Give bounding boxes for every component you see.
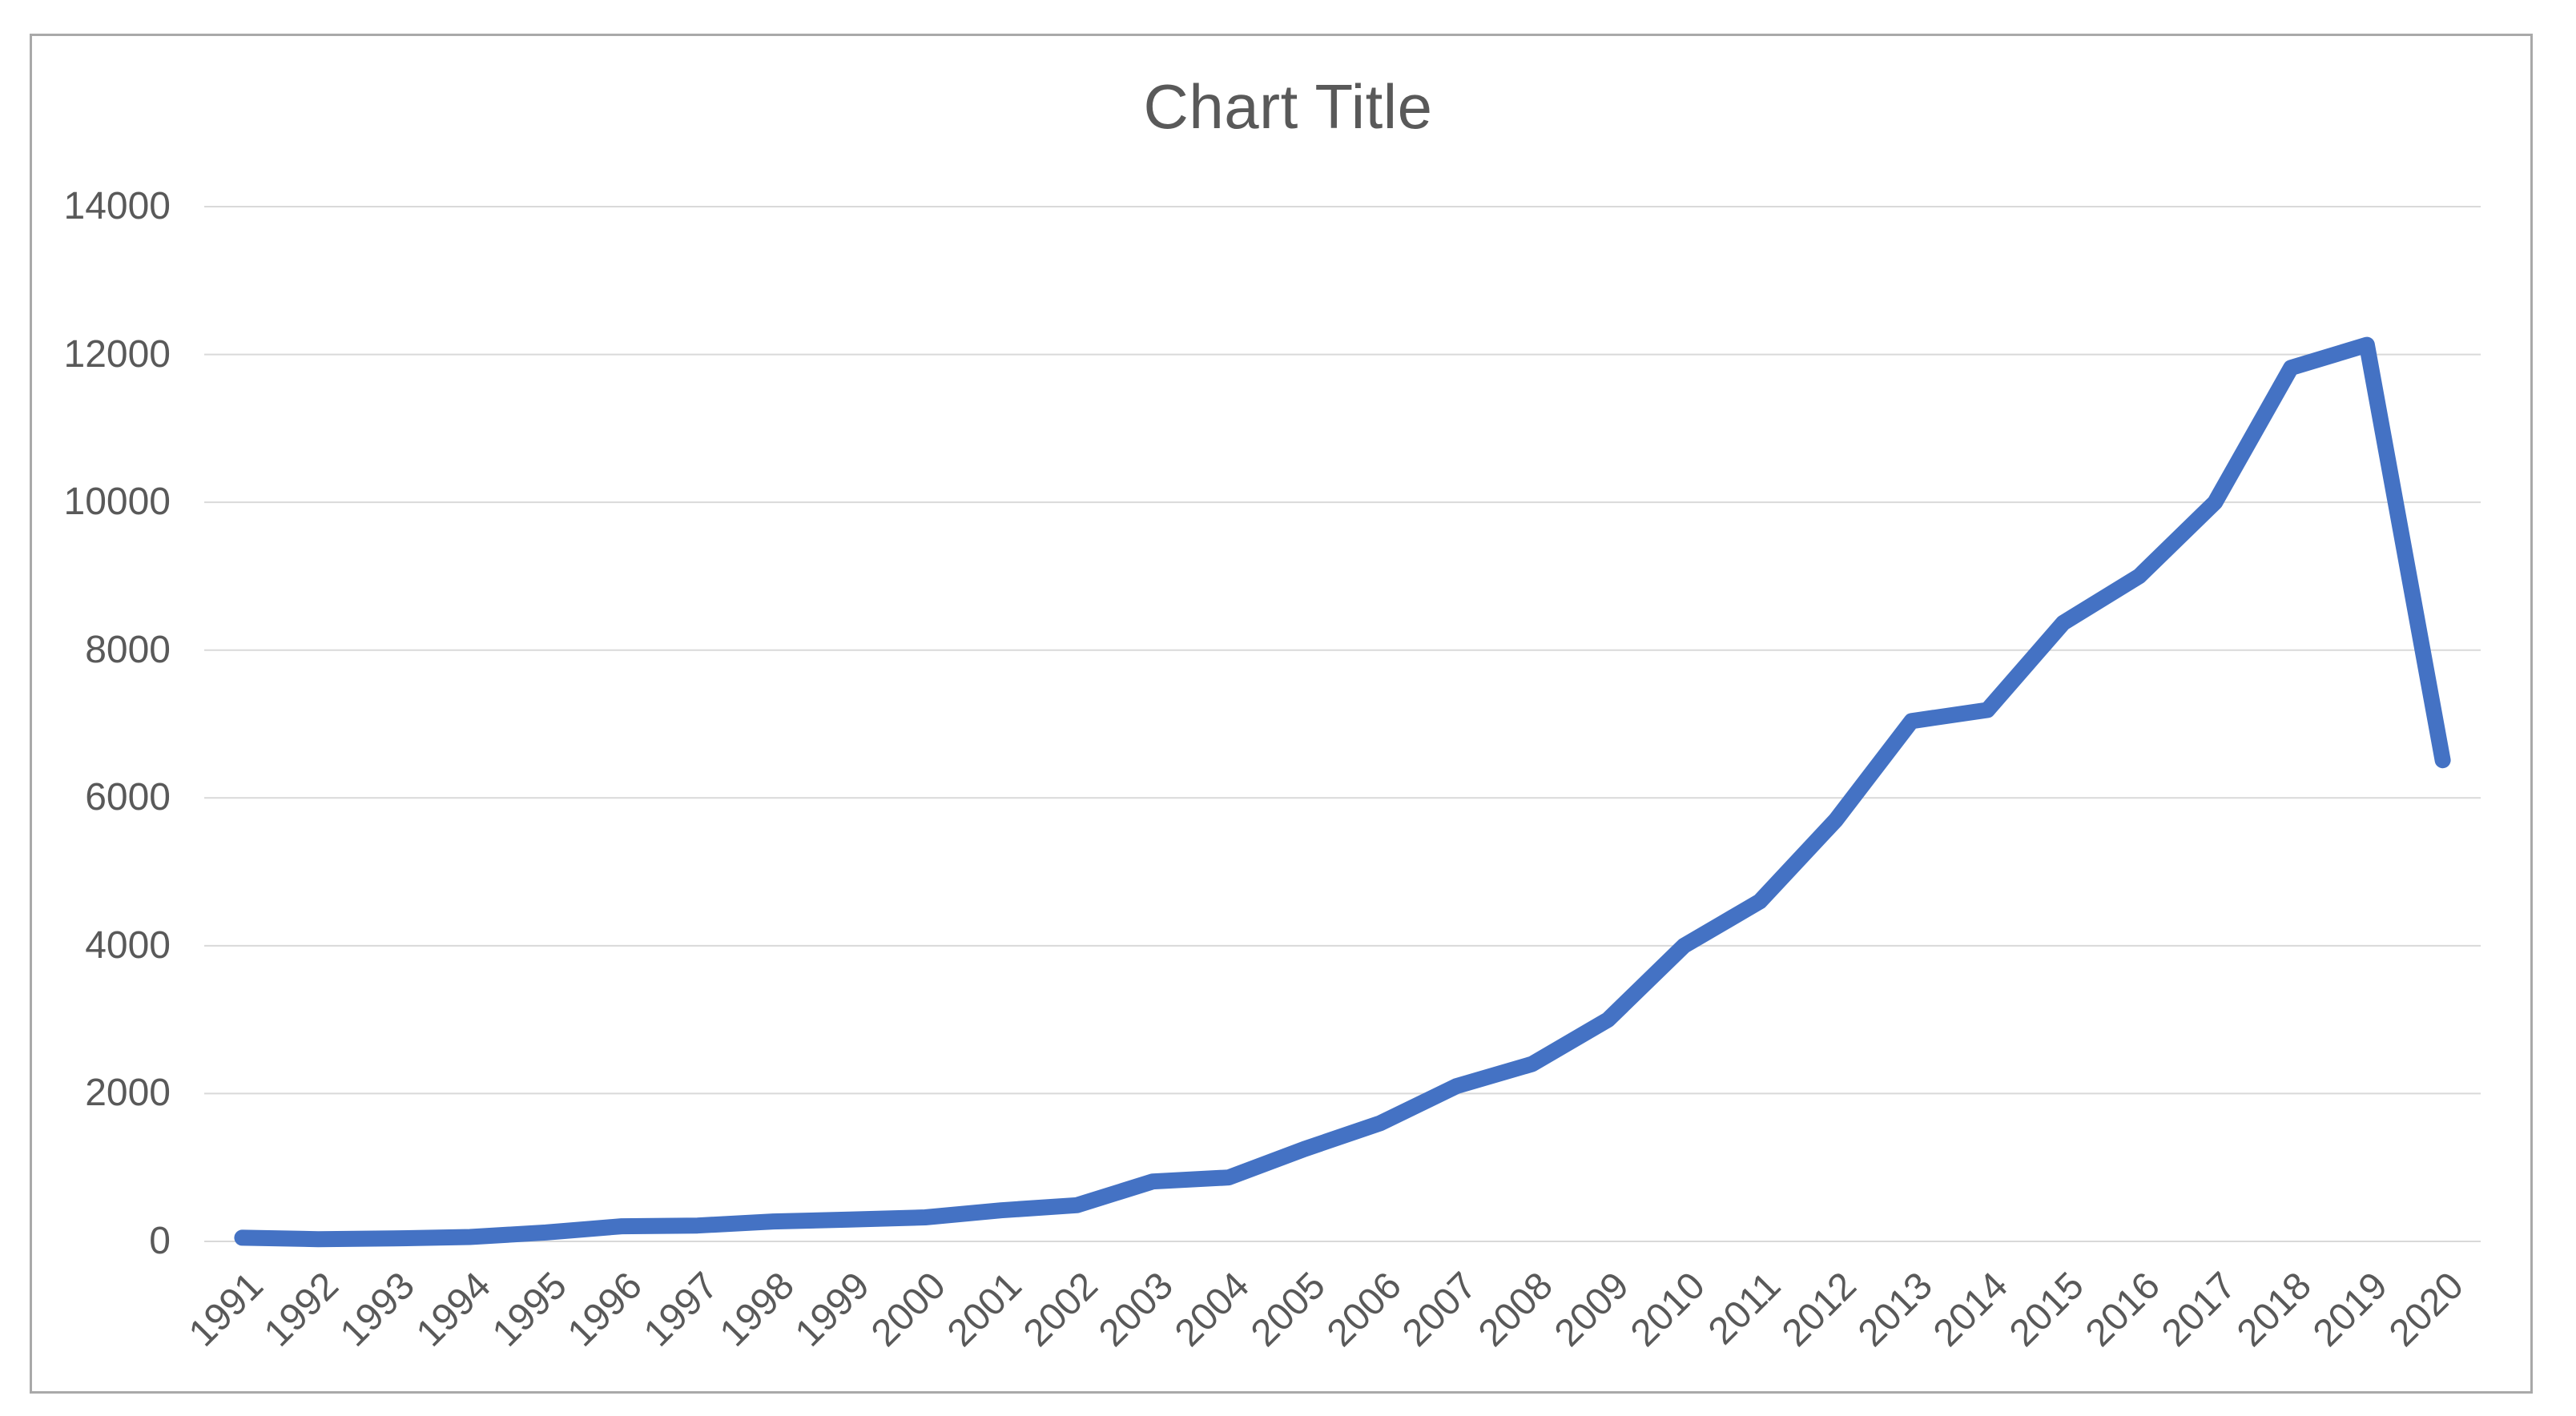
y-axis-tick-label: 12000 xyxy=(63,332,171,376)
line-series-group xyxy=(234,336,2451,1248)
y-axis-tick-label: 4000 xyxy=(85,923,171,967)
y-axis-tick-label: 2000 xyxy=(85,1072,171,1115)
y-axis-tick-label: 14000 xyxy=(63,185,171,227)
chart-frame xyxy=(30,34,2533,1394)
y-axis-tick-label: 0 xyxy=(149,1220,171,1262)
data-line-series xyxy=(234,336,2451,1248)
y-axis-tick-label: 8000 xyxy=(85,628,171,671)
chart-title: Chart Title xyxy=(1143,71,1433,142)
gridlines-group xyxy=(204,206,2481,1242)
y-axis-tick-label: 6000 xyxy=(85,776,171,819)
y-axis-tick-label: 10000 xyxy=(63,481,171,524)
